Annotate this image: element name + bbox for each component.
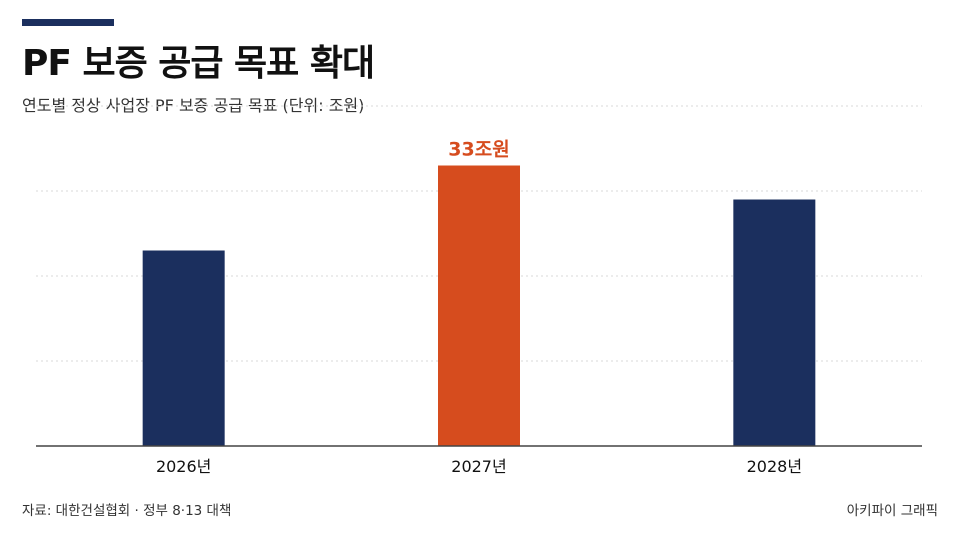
bar	[733, 199, 816, 446]
bar	[438, 165, 520, 446]
chart-title: PF 보증 공급 목표 확대	[22, 43, 375, 84]
chart-subtitle: 연도별 정상 사업장 PF 보증 공급 목표 (단위: 조원)	[22, 96, 365, 115]
bar	[142, 250, 225, 446]
x-tick-label: 2027년	[451, 457, 506, 476]
source-note: 자료: 대한건설협회 · 정부 8·13 대책	[22, 503, 232, 519]
title-accent-bar	[22, 19, 114, 26]
credit-note: 아키파이 그래픽	[846, 503, 938, 519]
x-tick-label: 2026년	[156, 457, 211, 476]
bar-data-label: 33조원	[448, 139, 509, 161]
x-tick-label: 2028년	[747, 457, 802, 476]
